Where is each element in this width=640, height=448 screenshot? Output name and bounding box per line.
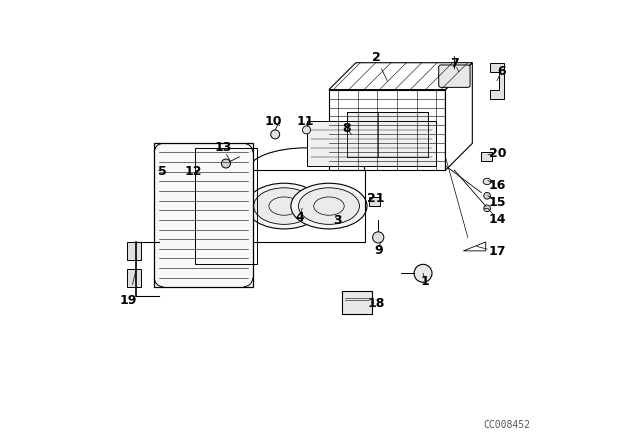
Ellipse shape xyxy=(246,183,323,229)
Polygon shape xyxy=(490,63,504,99)
Bar xyxy=(369,197,380,206)
Polygon shape xyxy=(154,143,253,287)
Text: 7: 7 xyxy=(450,57,459,70)
Ellipse shape xyxy=(414,264,432,282)
Bar xyxy=(342,291,371,314)
Text: 19: 19 xyxy=(120,293,138,307)
Bar xyxy=(481,152,493,161)
Text: 20: 20 xyxy=(489,146,506,160)
Text: CC008452: CC008452 xyxy=(484,420,531,430)
Text: 17: 17 xyxy=(489,245,506,258)
Bar xyxy=(127,242,141,260)
Text: 10: 10 xyxy=(264,115,282,129)
Text: 3: 3 xyxy=(333,214,342,227)
Ellipse shape xyxy=(253,188,315,224)
Text: 16: 16 xyxy=(489,179,506,193)
Bar xyxy=(347,112,428,157)
Ellipse shape xyxy=(484,193,490,199)
FancyBboxPatch shape xyxy=(439,65,470,87)
Text: 9: 9 xyxy=(374,244,383,258)
Text: 11: 11 xyxy=(297,115,314,129)
Ellipse shape xyxy=(484,205,490,212)
Ellipse shape xyxy=(303,126,310,134)
Ellipse shape xyxy=(221,159,230,168)
Ellipse shape xyxy=(372,232,384,243)
Ellipse shape xyxy=(271,130,280,139)
Text: 5: 5 xyxy=(158,165,166,178)
Text: 21: 21 xyxy=(367,191,385,205)
Text: 8: 8 xyxy=(342,122,351,135)
Text: 13: 13 xyxy=(214,141,232,155)
Text: 1: 1 xyxy=(421,275,429,288)
Text: 18: 18 xyxy=(367,297,385,310)
Text: 2: 2 xyxy=(372,51,380,64)
Text: 4: 4 xyxy=(296,211,304,224)
Polygon shape xyxy=(307,121,436,166)
Ellipse shape xyxy=(291,183,367,229)
Ellipse shape xyxy=(298,188,360,224)
Text: 12: 12 xyxy=(185,164,202,178)
Text: 15: 15 xyxy=(489,196,506,209)
Ellipse shape xyxy=(483,178,491,185)
Text: 14: 14 xyxy=(489,213,506,226)
Bar xyxy=(127,269,141,287)
Text: 6: 6 xyxy=(497,65,506,78)
